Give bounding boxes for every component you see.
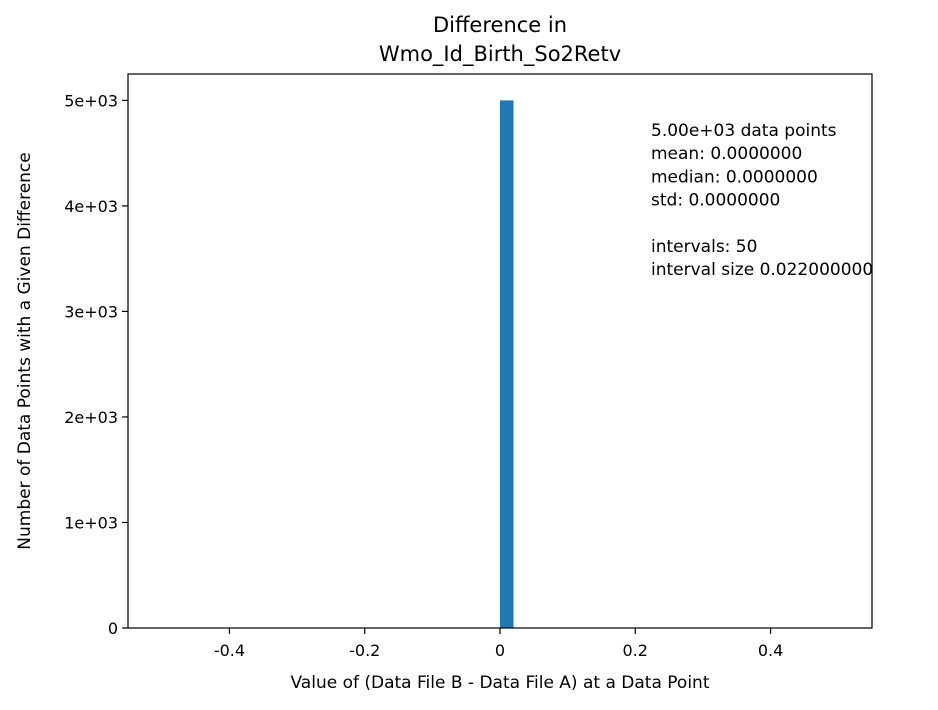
stats-line-2: median: 0.0000000 xyxy=(651,167,818,187)
y-axis-ticks: 0 1e+03 2e+03 3e+03 4e+03 5e+03 xyxy=(64,91,128,638)
stats-line-5: intervals: 50 xyxy=(651,237,757,257)
x-tick-label-4: 0.4 xyxy=(758,641,783,660)
y-tick-label-0: 0 xyxy=(108,619,118,638)
y-tick-label-2: 2e+03 xyxy=(64,408,118,427)
x-tick-label-1: -0.2 xyxy=(349,641,380,660)
stats-line-0: 5.00e+03 data points xyxy=(651,121,837,141)
x-axis-label: Value of (Data File B - Data File A) at … xyxy=(291,673,710,693)
chart-title: Difference in Wmo_Id_Birth_So2Retv xyxy=(379,13,621,67)
stats-line-1: mean: 0.0000000 xyxy=(651,144,802,164)
histogram-bar-0 xyxy=(500,100,514,628)
stats-line-3: std: 0.0000000 xyxy=(651,191,780,211)
y-tick-label-1: 1e+03 xyxy=(64,513,118,532)
bars-layer xyxy=(500,100,514,628)
y-axis-label: Number of Data Points with a Given Diffe… xyxy=(15,152,35,549)
chart-title-line-2: Wmo_Id_Birth_So2Retv xyxy=(379,42,621,67)
x-tick-label-0: -0.4 xyxy=(214,641,245,660)
y-tick-label-4: 4e+03 xyxy=(64,197,118,216)
x-axis-ticks: -0.4 -0.2 0 0.2 0.4 xyxy=(214,628,783,660)
stats-line-6: interval size 0.022000000 xyxy=(651,260,873,280)
y-tick-label-3: 3e+03 xyxy=(64,302,118,321)
chart-title-line-1: Difference in xyxy=(433,13,567,37)
y-tick-label-5: 5e+03 xyxy=(64,91,118,110)
x-tick-label-2: 0 xyxy=(495,641,505,660)
stats-annotation: 5.00e+03 data points mean: 0.0000000 media… xyxy=(651,121,873,280)
x-tick-label-3: 0.2 xyxy=(623,641,648,660)
